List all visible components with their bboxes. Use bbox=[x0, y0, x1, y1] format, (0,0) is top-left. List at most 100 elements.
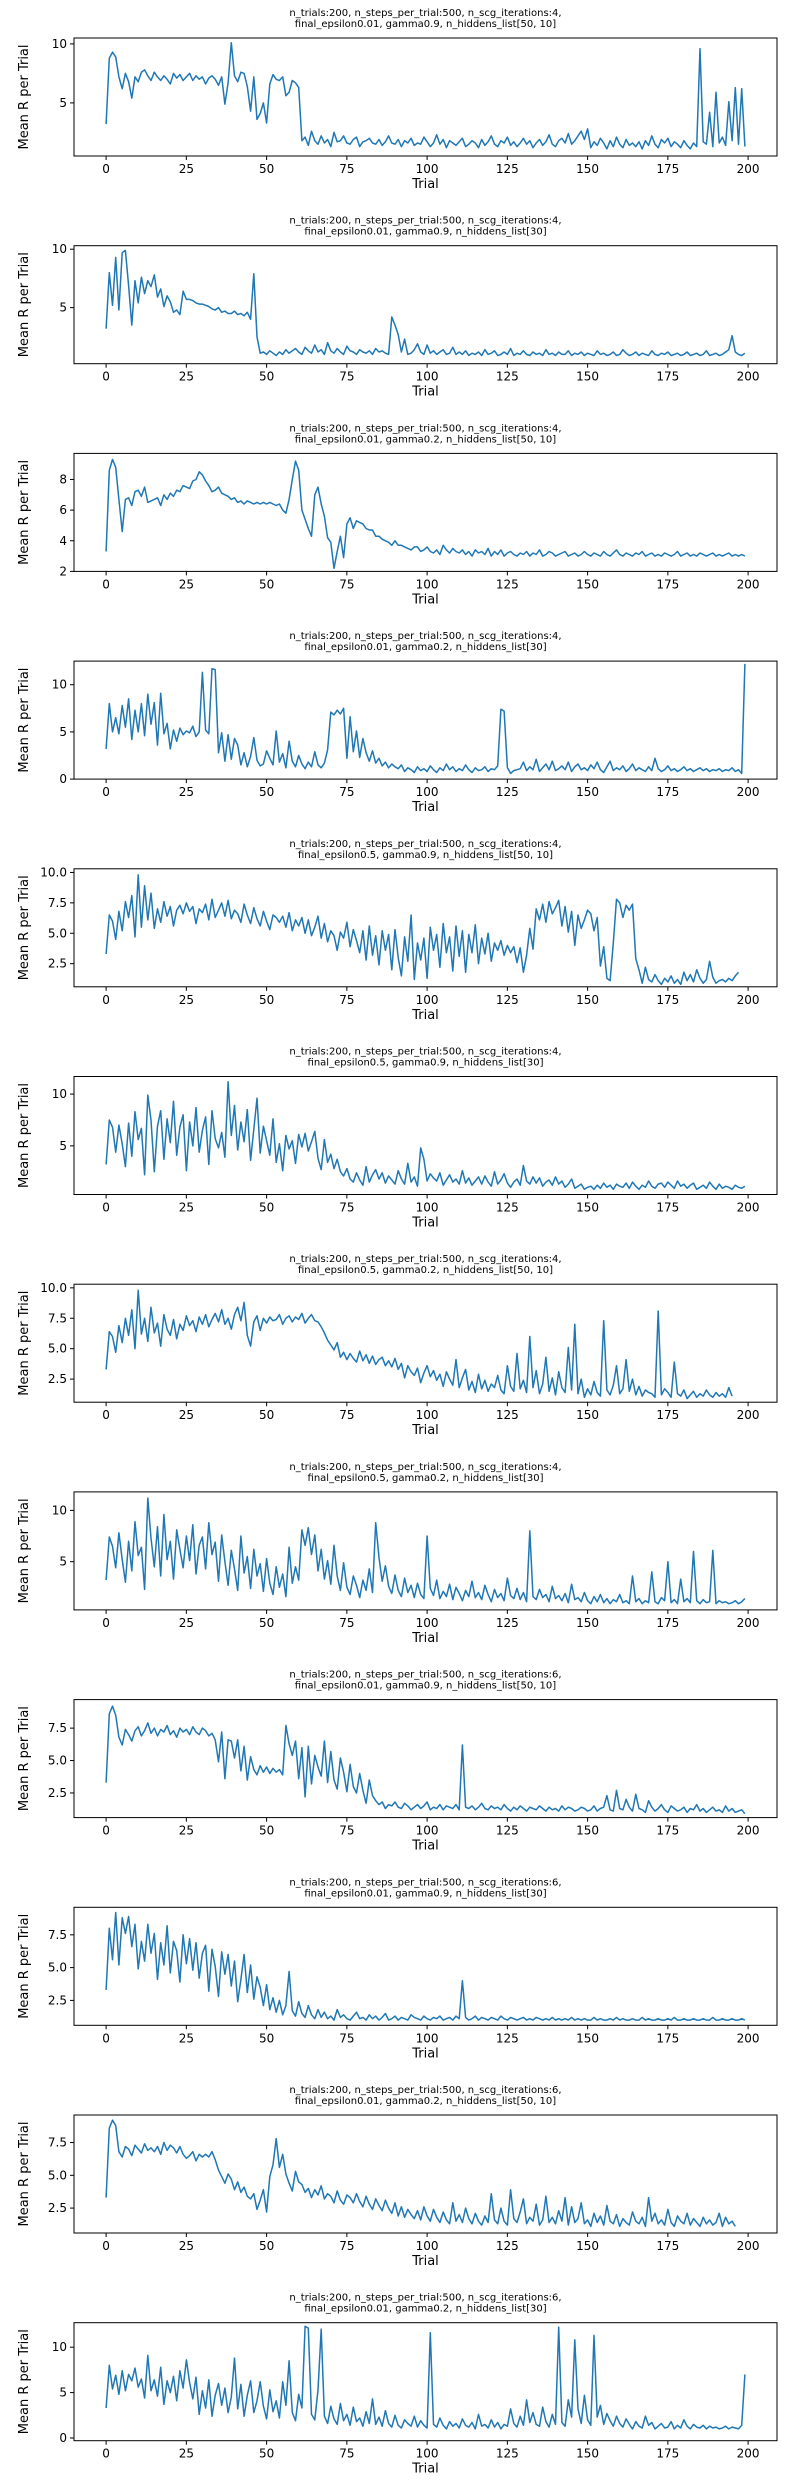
x-tick-label: 175 bbox=[656, 577, 679, 591]
x-tick-label: 100 bbox=[416, 162, 439, 176]
x-tick-label: 125 bbox=[496, 1408, 519, 1422]
chart-title-line: n_trials:200, n_steps_per_trial:500, n_s… bbox=[289, 2293, 561, 2304]
x-tick-label: 175 bbox=[656, 993, 679, 1007]
x-axis-label: Trial bbox=[411, 1839, 439, 1854]
x-tick-label: 0 bbox=[102, 1201, 110, 1215]
y-tick-label: 5.0 bbox=[48, 1961, 67, 1975]
x-tick-label: 150 bbox=[576, 785, 599, 799]
x-tick-label: 50 bbox=[259, 1201, 274, 1215]
chart-title-line: final_epsilon0.5, gamma0.9, n_hiddens_li… bbox=[308, 1058, 544, 1069]
x-tick-label: 50 bbox=[259, 1824, 274, 1838]
x-tick-label: 0 bbox=[102, 1408, 110, 1422]
subplot-8: n_trials:200, n_steps_per_trial:500, n_s… bbox=[17, 1462, 778, 1646]
subplot-1: n_trials:200, n_steps_per_trial:500, n_s… bbox=[17, 8, 778, 192]
x-tick-label: 200 bbox=[737, 1408, 760, 1422]
y-tick-label: 7.5 bbox=[48, 896, 67, 910]
x-tick-label: 100 bbox=[416, 1408, 439, 1422]
y-tick-label: 5 bbox=[59, 1555, 67, 1569]
series-line bbox=[105, 1080, 746, 1191]
chart-title-line: n_trials:200, n_steps_per_trial:500, n_s… bbox=[289, 1670, 561, 1681]
x-tick-label: 25 bbox=[179, 2447, 194, 2461]
x-tick-label: 75 bbox=[339, 1824, 354, 1838]
x-axis-label: Trial bbox=[411, 2254, 439, 2269]
x-tick-label: 150 bbox=[576, 2239, 599, 2253]
x-tick-label: 0 bbox=[102, 2447, 110, 2461]
x-tick-label: 25 bbox=[179, 785, 194, 799]
x-tick-label: 150 bbox=[576, 1616, 599, 1630]
axes-frame bbox=[73, 2114, 778, 2234]
y-axis-label: Mean R per Trial bbox=[17, 2121, 32, 2226]
x-tick-label: 125 bbox=[496, 1201, 519, 1215]
x-tick-label: 150 bbox=[576, 1201, 599, 1215]
x-tick-label: 175 bbox=[656, 785, 679, 799]
y-axis-label: Mean R per Trial bbox=[17, 2329, 32, 2434]
x-tick-label: 175 bbox=[656, 2447, 679, 2461]
y-tick-label: 10 bbox=[52, 37, 67, 51]
x-tick-label: 50 bbox=[259, 2031, 274, 2045]
x-tick-label: 75 bbox=[339, 2447, 354, 2461]
x-tick-label: 125 bbox=[496, 785, 519, 799]
y-axis-label: Mean R per Trial bbox=[17, 1498, 32, 1603]
x-tick-label: 200 bbox=[737, 577, 760, 591]
x-tick-label: 125 bbox=[496, 1824, 519, 1838]
series-line bbox=[105, 2119, 736, 2228]
x-axis-label: Trial bbox=[411, 800, 439, 815]
y-tick-label: 7.5 bbox=[48, 2136, 67, 2150]
x-tick-label: 50 bbox=[259, 993, 274, 1007]
x-tick-label: 100 bbox=[416, 785, 439, 799]
x-tick-label: 25 bbox=[179, 1616, 194, 1630]
x-tick-label: 200 bbox=[737, 162, 760, 176]
axes-frame bbox=[73, 452, 778, 572]
x-tick-label: 125 bbox=[496, 2239, 519, 2253]
y-tick-label: 10 bbox=[52, 242, 67, 256]
series-line bbox=[105, 41, 746, 150]
y-tick-label: 5.0 bbox=[48, 2168, 67, 2182]
x-axis-label: Trial bbox=[411, 1008, 439, 1023]
x-tick-label: 50 bbox=[259, 577, 274, 591]
y-tick-label: 7.5 bbox=[48, 1928, 67, 1942]
subplot-6: n_trials:200, n_steps_per_trial:500, n_s… bbox=[17, 1047, 778, 1231]
y-tick-label: 2.5 bbox=[48, 957, 67, 971]
chart-title-line: final_epsilon0.01, gamma0.2, n_hiddens_l… bbox=[295, 434, 556, 445]
y-axis-label: Mean R per Trial bbox=[17, 1706, 32, 1811]
x-tick-label: 0 bbox=[102, 2031, 110, 2045]
x-tick-label: 100 bbox=[416, 1616, 439, 1630]
y-tick-label: 6 bbox=[59, 503, 67, 517]
y-tick-label: 7.5 bbox=[48, 1311, 67, 1325]
y-axis-label: Mean R per Trial bbox=[17, 668, 32, 773]
subplot-5: n_trials:200, n_steps_per_trial:500, n_s… bbox=[17, 839, 778, 1023]
x-tick-label: 100 bbox=[416, 2239, 439, 2253]
x-tick-label: 75 bbox=[339, 1408, 354, 1422]
x-tick-label: 50 bbox=[259, 2239, 274, 2253]
chart-title-line: n_trials:200, n_steps_per_trial:500, n_s… bbox=[289, 2085, 561, 2096]
x-tick-label: 0 bbox=[102, 577, 110, 591]
chart-title-line: n_trials:200, n_steps_per_trial:500, n_s… bbox=[289, 1047, 561, 1058]
x-tick-label: 50 bbox=[259, 162, 274, 176]
y-tick-label: 5.0 bbox=[48, 926, 67, 940]
subplot-9: n_trials:200, n_steps_per_trial:500, n_s… bbox=[17, 1670, 778, 1854]
y-axis-label: Mean R per Trial bbox=[17, 1083, 32, 1188]
x-tick-label: 25 bbox=[179, 1201, 194, 1215]
chart-title-line: n_trials:200, n_steps_per_trial:500, n_s… bbox=[289, 1877, 561, 1888]
series-line bbox=[105, 1289, 733, 1400]
y-tick-label: 2.5 bbox=[48, 1786, 67, 1800]
x-tick-label: 150 bbox=[576, 993, 599, 1007]
x-tick-label: 125 bbox=[496, 577, 519, 591]
x-tick-label: 0 bbox=[102, 2239, 110, 2253]
series-line bbox=[105, 1705, 746, 1815]
x-tick-label: 25 bbox=[179, 1408, 194, 1422]
x-tick-label: 150 bbox=[576, 162, 599, 176]
y-tick-label: 2.5 bbox=[48, 1372, 67, 1386]
x-tick-label: 200 bbox=[737, 785, 760, 799]
x-tick-label: 0 bbox=[102, 162, 110, 176]
y-tick-label: 2.5 bbox=[48, 1993, 67, 2007]
subplot-7: n_trials:200, n_steps_per_trial:500, n_s… bbox=[17, 1254, 778, 1438]
x-axis-label: Trial bbox=[411, 592, 439, 607]
y-tick-label: 7.5 bbox=[48, 1721, 67, 1735]
x-tick-label: 200 bbox=[737, 2031, 760, 2045]
y-axis-label: Mean R per Trial bbox=[17, 252, 32, 357]
x-tick-label: 175 bbox=[656, 1824, 679, 1838]
x-tick-label: 150 bbox=[576, 1408, 599, 1422]
x-tick-label: 75 bbox=[339, 370, 354, 384]
